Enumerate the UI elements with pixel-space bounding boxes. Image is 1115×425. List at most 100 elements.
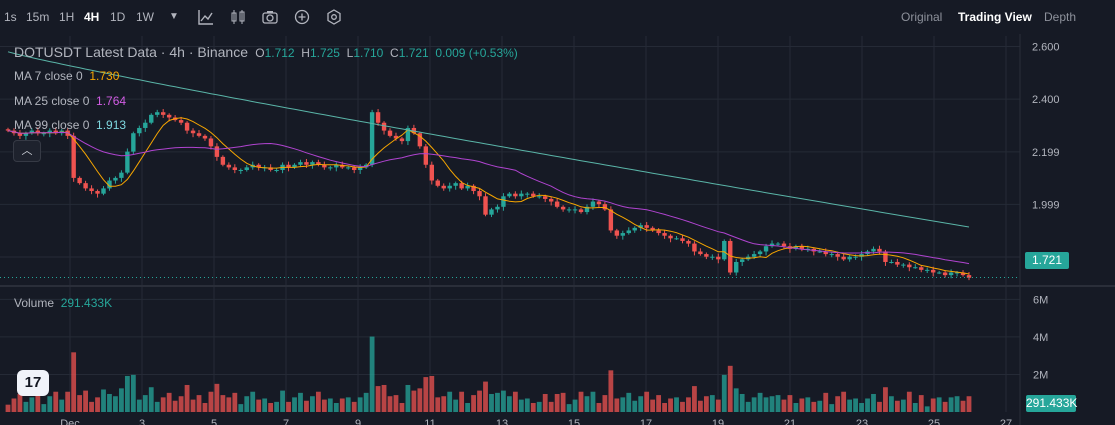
volume-bar <box>489 393 494 412</box>
volume-bar <box>757 392 763 412</box>
ma25-legend: MA 25 close 0 1.764 <box>14 94 126 108</box>
candle-body <box>292 164 297 168</box>
volume-bar <box>333 402 339 412</box>
candle-body <box>883 251 888 262</box>
candle-body <box>919 267 924 270</box>
volume-bar <box>924 406 930 412</box>
volume-bar <box>656 395 662 412</box>
volume-bar <box>280 390 285 412</box>
candle-body <box>143 122 148 128</box>
candle-body <box>429 164 434 181</box>
candle-body <box>71 135 76 178</box>
candle-body <box>554 201 560 207</box>
volume-bar <box>817 400 823 412</box>
candle-body <box>465 185 470 189</box>
candle-body <box>137 127 142 134</box>
volume-bar <box>483 381 488 412</box>
volume-bar <box>29 397 35 412</box>
volume-bar <box>399 402 405 412</box>
candle-body <box>131 133 136 152</box>
ma7-value: 1.730 <box>89 69 120 83</box>
candle-body <box>954 272 960 274</box>
volume-bar <box>536 401 542 412</box>
volume-bar <box>53 391 59 412</box>
volume-bar <box>512 391 518 412</box>
volume-bar <box>214 383 220 412</box>
candle-body <box>214 146 220 157</box>
legend-collapse-button[interactable]: ︿ <box>13 140 41 162</box>
time-tick-label: 9 <box>355 418 361 425</box>
timeframe-1d[interactable]: 1D <box>110 10 126 24</box>
candle-body <box>728 240 733 273</box>
volume-bar <box>411 390 417 412</box>
timeframe-1w[interactable]: 1W <box>136 10 154 24</box>
volume-bar <box>865 398 870 412</box>
plus-circle-icon[interactable] <box>294 9 310 25</box>
candle-body <box>692 243 697 252</box>
volume-bar <box>608 370 614 412</box>
timeframe-1h[interactable]: 1H <box>59 10 75 24</box>
candle-body <box>626 230 631 234</box>
volume-bar <box>17 393 23 412</box>
camera-icon[interactable] <box>262 9 278 25</box>
settings-icon[interactable] <box>326 9 342 25</box>
view-original[interactable]: Original <box>901 10 943 24</box>
candle-body <box>775 243 781 245</box>
candle-body <box>447 185 452 189</box>
volume-bar <box>894 400 900 412</box>
time-tick-label: 19 <box>712 418 724 425</box>
volume-bar <box>918 395 924 412</box>
volume-bar <box>692 386 697 412</box>
ma7-label: MA 7 close 0 <box>14 69 83 83</box>
volume-bar <box>262 398 268 412</box>
timeframe-1s[interactable]: 1s <box>4 10 17 24</box>
volume-bar <box>626 392 632 412</box>
volume-bar <box>912 402 918 412</box>
timeframe-15m[interactable]: 15m <box>26 10 50 24</box>
volume-bar <box>160 397 166 412</box>
volume-bar <box>900 399 906 412</box>
indicator-icon[interactable] <box>198 9 214 25</box>
volume-bar <box>638 396 644 412</box>
candle-type-icon[interactable] <box>230 9 246 25</box>
volume-bar <box>142 395 148 412</box>
volume-bar <box>847 399 853 412</box>
volume-bar <box>548 401 554 412</box>
candle-body <box>381 122 387 131</box>
candle-body <box>346 167 351 169</box>
volume-bar <box>184 384 190 412</box>
volume-bar <box>250 391 256 412</box>
tradingview-logo-icon[interactable]: 17 <box>17 370 49 396</box>
change-value: 0.009 (+0.53%) <box>435 46 518 60</box>
volume-legend: Volume 291.433K <box>14 296 112 310</box>
candle-body <box>495 206 500 210</box>
timeframe-4h[interactable]: 4H <box>84 10 100 24</box>
candle-body <box>160 112 166 115</box>
candle-body <box>680 238 685 241</box>
volume-bar <box>65 391 71 412</box>
ma99-label: MA 99 close 0 <box>14 118 90 132</box>
candle-body <box>560 206 566 210</box>
symbol-name: DOTUSDT Latest Data <box>14 44 157 60</box>
view-depth[interactable]: Depth <box>1044 10 1077 24</box>
volume-bar <box>453 399 459 412</box>
volume-bar <box>614 398 620 412</box>
candle-body <box>793 246 799 249</box>
time-tick-label: 5 <box>211 418 217 425</box>
candle-body <box>674 238 679 240</box>
candle-body <box>202 135 208 139</box>
candle-body <box>29 130 35 134</box>
chevron-down-icon[interactable]: ▼ <box>169 11 179 22</box>
volume-bar <box>190 399 196 412</box>
view-trading-view[interactable]: Trading View <box>958 10 1032 24</box>
volume-bar <box>751 397 757 412</box>
volume-bar <box>11 398 17 412</box>
volume-bar <box>632 400 638 412</box>
candle-body <box>895 261 900 265</box>
candle-body <box>966 275 972 278</box>
volume-bar <box>345 397 351 412</box>
ma99-value: 1.913 <box>96 118 127 132</box>
candle-body <box>525 193 530 195</box>
candle-body <box>710 256 715 258</box>
